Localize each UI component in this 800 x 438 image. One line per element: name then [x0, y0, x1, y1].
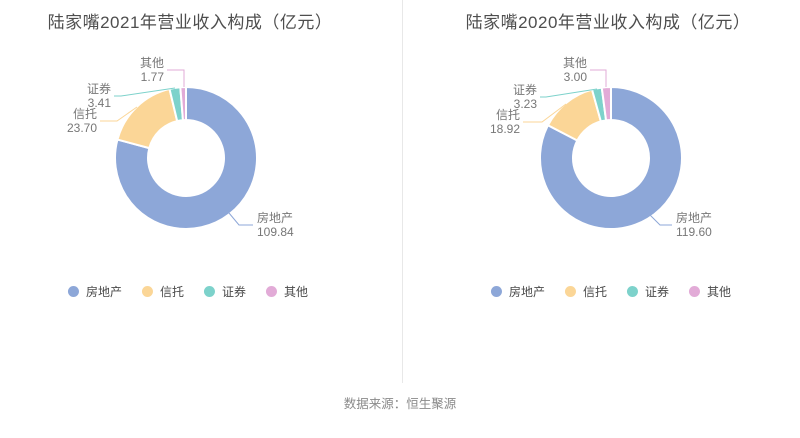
leader-line-1 [100, 106, 138, 122]
leader-line-0 [228, 212, 253, 226]
pie-label-0: 119.60 [676, 225, 712, 239]
legend-label: 其他 [707, 285, 732, 299]
data-source-note: 数据来源：恒生聚源 [343, 397, 457, 411]
pie-label-0: 109.84 [257, 225, 294, 239]
legend-label: 证券 [645, 285, 670, 299]
pie-label-3: 1.77 [141, 70, 165, 84]
legend-item-1[interactable]: 信托 [564, 283, 607, 300]
pie-slice-1[interactable] [116, 87, 179, 150]
panel-divider [402, 0, 403, 383]
pie-label-3: 其他 [140, 56, 164, 70]
chart-title-2020: 陆家嘴2020年营业收入构成（亿元） [465, 13, 751, 32]
pie-slice-3[interactable] [600, 85, 612, 122]
leader-line-1 [523, 103, 567, 123]
legend-2020: 房地产 信托 证券 其他 [481, 283, 741, 300]
legend-2021: 房地产 信托 证券 其他 [58, 283, 318, 300]
pie-label-2: 3.23 [514, 97, 538, 111]
legend-dot-icon [564, 286, 576, 297]
legend-item-0[interactable]: 房地产 [67, 283, 122, 300]
legend-label: 房地产 [508, 285, 545, 299]
legend-label: 房地产 [85, 285, 122, 299]
chart-title-2021: 陆家嘴2021年营业收入构成（亿元） [47, 13, 333, 32]
legend-dot-icon [141, 286, 153, 297]
legend-label: 证券 [222, 285, 247, 299]
leader-line-0 [646, 211, 672, 226]
pie-slice-0[interactable] [539, 86, 683, 230]
pie-slice-0[interactable] [114, 86, 258, 230]
pie-label-0: 房地产 [257, 210, 293, 225]
legend-label: 信托 [159, 285, 184, 299]
leader-line-2 [114, 87, 176, 97]
legend-label: 信托 [582, 285, 607, 299]
pie-label-3: 3.00 [564, 70, 588, 84]
legend-item-2[interactable]: 证券 [627, 283, 669, 300]
legend-item-2[interactable]: 证券 [204, 283, 246, 300]
pie-label-2: 3.41 [88, 96, 112, 110]
pie-label-1: 信托 [73, 107, 97, 121]
legend-dot-icon [266, 286, 278, 297]
leader-line-2 [540, 88, 598, 98]
leader-line-3 [590, 69, 607, 87]
legend-label: 其他 [284, 285, 309, 299]
pie-label-1: 23.70 [67, 121, 97, 135]
pie-label-2: 证券 [87, 81, 111, 96]
legend-item-0[interactable]: 房地产 [490, 283, 545, 300]
legend-dot-icon [627, 286, 638, 297]
legend-dot-icon [67, 286, 79, 297]
legend-item-3[interactable]: 其他 [266, 283, 308, 300]
legend-item-3[interactable]: 其他 [689, 283, 731, 300]
legend-dot-icon [490, 286, 502, 297]
pie-slice-3[interactable] [179, 86, 187, 122]
pie-label-3: 其他 [563, 56, 587, 70]
legend-dot-icon [204, 286, 215, 297]
legend-item-1[interactable]: 信托 [141, 283, 184, 300]
pie-label-1: 18.92 [490, 122, 520, 136]
legend-dot-icon [689, 286, 701, 297]
leader-line-3 [167, 69, 185, 87]
pie-label-0: 房地产 [676, 210, 712, 225]
pie-label-2: 证券 [513, 82, 537, 97]
pie-label-1: 信托 [496, 108, 520, 122]
